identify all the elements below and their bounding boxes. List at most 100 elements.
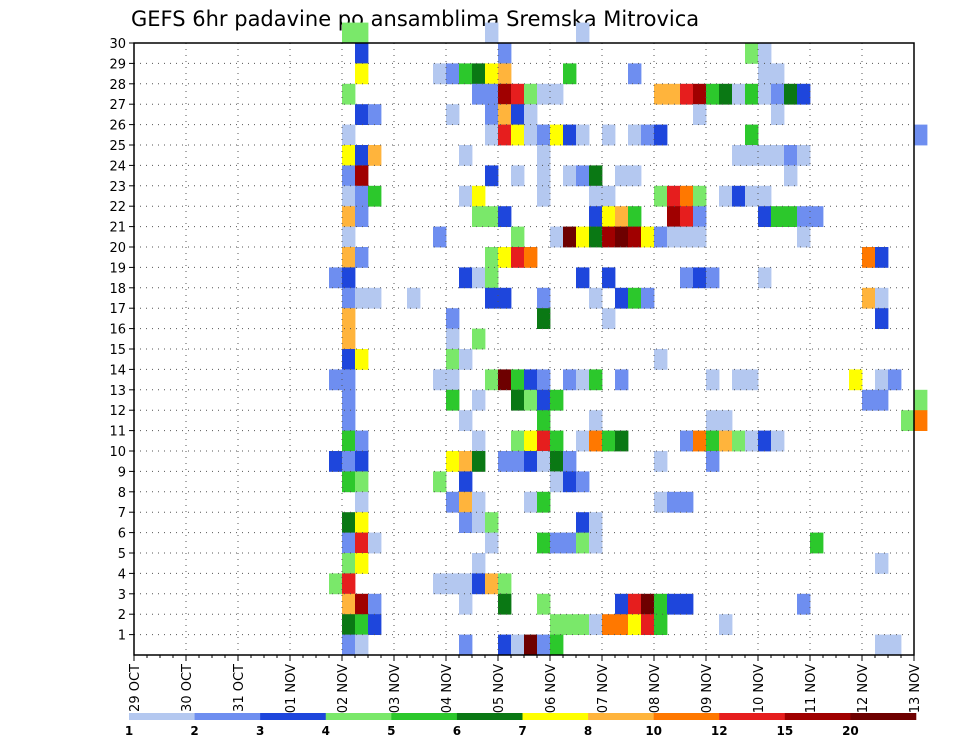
heatmap-cell bbox=[615, 287, 629, 309]
colorbar-segment bbox=[194, 713, 261, 720]
heatmap-cell bbox=[550, 634, 564, 656]
heatmap-cell bbox=[342, 614, 356, 635]
heatmap-cell bbox=[472, 573, 486, 595]
heatmap-cell bbox=[537, 593, 551, 615]
heatmap-cell bbox=[667, 226, 681, 248]
heatmap-cell bbox=[667, 593, 681, 615]
heatmap-cell bbox=[342, 553, 356, 574]
y-tick-label: 29 bbox=[109, 57, 126, 72]
heatmap-cell bbox=[628, 124, 642, 146]
heatmap-cell bbox=[719, 185, 733, 207]
heatmap-cell bbox=[433, 369, 447, 391]
heatmap-cell bbox=[485, 247, 499, 268]
heatmap-cell bbox=[498, 124, 512, 146]
heatmap-cell bbox=[433, 63, 447, 85]
heatmap-cell bbox=[563, 532, 577, 554]
heatmap-cell bbox=[654, 491, 668, 513]
heatmap-cell bbox=[368, 593, 382, 615]
heatmap-cell bbox=[667, 83, 681, 105]
heatmap-cell bbox=[355, 22, 369, 44]
x-tick-label: 10 NOV bbox=[752, 664, 767, 713]
heatmap-cell bbox=[511, 430, 525, 452]
heatmap-cell bbox=[706, 369, 720, 391]
heatmap-cell bbox=[485, 83, 499, 105]
heatmap-cell bbox=[537, 145, 551, 166]
heatmap-cell bbox=[862, 389, 876, 411]
y-tick-label: 21 bbox=[109, 221, 126, 236]
y-tick-label: 9 bbox=[118, 465, 126, 480]
heatmap-cell bbox=[342, 145, 356, 166]
colorbar-segment bbox=[391, 713, 458, 720]
heatmap-cell bbox=[459, 349, 473, 370]
y-tick-label: 10 bbox=[109, 445, 126, 460]
y-tick-label: 13 bbox=[109, 384, 126, 399]
heatmap-cell bbox=[615, 165, 629, 187]
x-tick-label: 12 NOV bbox=[856, 664, 871, 713]
heatmap-cell bbox=[589, 185, 603, 207]
heatmap-cell bbox=[706, 410, 720, 431]
heatmap-cell bbox=[680, 430, 694, 452]
heatmap-cell bbox=[589, 369, 603, 391]
heatmap-cell bbox=[459, 185, 473, 207]
heatmap-cell bbox=[706, 267, 720, 289]
x-tick-label: 05 NOV bbox=[492, 664, 507, 713]
heatmap-cell bbox=[654, 593, 668, 615]
colorbar-segment bbox=[260, 713, 327, 720]
heatmap-cell bbox=[342, 573, 356, 595]
heatmap-cell bbox=[342, 328, 356, 350]
heatmap-cell bbox=[459, 471, 473, 493]
heatmap-cell bbox=[498, 206, 512, 227]
heatmap-cell bbox=[485, 206, 499, 227]
heatmap-cell bbox=[537, 389, 551, 411]
heatmap-cell bbox=[459, 63, 473, 85]
heatmap-cell bbox=[446, 63, 460, 85]
heatmap-cell bbox=[485, 165, 499, 187]
y-tick-label: 11 bbox=[109, 425, 126, 440]
heatmap-cell bbox=[654, 451, 668, 472]
heatmap-cell bbox=[875, 287, 889, 309]
heatmap-cell bbox=[745, 369, 759, 391]
colorbar-segment bbox=[653, 713, 720, 720]
y-tick-label: 14 bbox=[109, 363, 126, 378]
y-tick-label: 30 bbox=[109, 37, 126, 52]
heatmap-cell bbox=[563, 124, 577, 146]
heatmap-cell bbox=[732, 145, 746, 166]
heatmap-cell bbox=[511, 226, 525, 248]
heatmap-cell bbox=[355, 634, 369, 656]
heatmap-cell bbox=[680, 267, 694, 289]
heatmap-cell bbox=[680, 593, 694, 615]
heatmap-cell bbox=[459, 491, 473, 513]
heatmap-cell bbox=[693, 206, 707, 227]
x-tick-label: 30 OCT bbox=[180, 664, 195, 712]
colorbar-segment bbox=[588, 713, 654, 720]
y-tick-label: 6 bbox=[118, 527, 126, 542]
heatmap-cell bbox=[797, 206, 811, 227]
heatmap-cell bbox=[537, 451, 551, 472]
heatmap-cell bbox=[693, 226, 707, 248]
heatmap-cell bbox=[654, 614, 668, 635]
heatmap-cell bbox=[550, 226, 564, 248]
heatmap-cell bbox=[446, 369, 460, 391]
heatmap-cell bbox=[680, 185, 694, 207]
heatmap-cell bbox=[589, 206, 603, 227]
heatmap-cell bbox=[485, 124, 499, 146]
y-tick-label: 8 bbox=[118, 486, 126, 501]
heatmap-cell bbox=[797, 593, 811, 615]
heatmap-cell bbox=[342, 206, 356, 227]
heatmap-cell bbox=[368, 145, 382, 166]
y-tick-label: 17 bbox=[109, 302, 126, 317]
heatmap-cell bbox=[680, 226, 694, 248]
heatmap-cell bbox=[576, 165, 590, 187]
y-tick-label: 18 bbox=[109, 282, 126, 297]
colorbar-segment bbox=[719, 713, 786, 720]
heatmap-cell bbox=[472, 267, 486, 289]
heatmap-cell bbox=[472, 83, 486, 105]
heatmap-cell bbox=[680, 83, 694, 105]
heatmap-cell bbox=[706, 430, 720, 452]
heatmap-cell bbox=[342, 267, 356, 289]
heatmap-cell bbox=[602, 206, 616, 227]
heatmap-cell bbox=[446, 328, 460, 350]
heatmap-cell bbox=[472, 206, 486, 227]
heatmap-cell bbox=[576, 124, 590, 146]
heatmap-cell bbox=[576, 471, 590, 493]
